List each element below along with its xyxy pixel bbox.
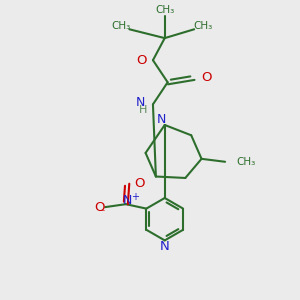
Text: O: O xyxy=(136,54,146,67)
Text: CH₃: CH₃ xyxy=(194,21,213,31)
Text: N: N xyxy=(135,95,145,109)
Text: CH₃: CH₃ xyxy=(155,5,174,15)
Text: N: N xyxy=(122,194,132,207)
Text: O: O xyxy=(135,177,145,190)
Text: CH₃: CH₃ xyxy=(236,157,256,167)
Text: +: + xyxy=(131,192,139,202)
Text: ⁻: ⁻ xyxy=(98,207,105,220)
Text: N: N xyxy=(157,113,167,126)
Text: CH₃: CH₃ xyxy=(111,21,130,31)
Text: O: O xyxy=(202,71,212,84)
Text: O: O xyxy=(94,201,105,214)
Text: H: H xyxy=(139,105,147,115)
Text: N: N xyxy=(160,240,169,254)
